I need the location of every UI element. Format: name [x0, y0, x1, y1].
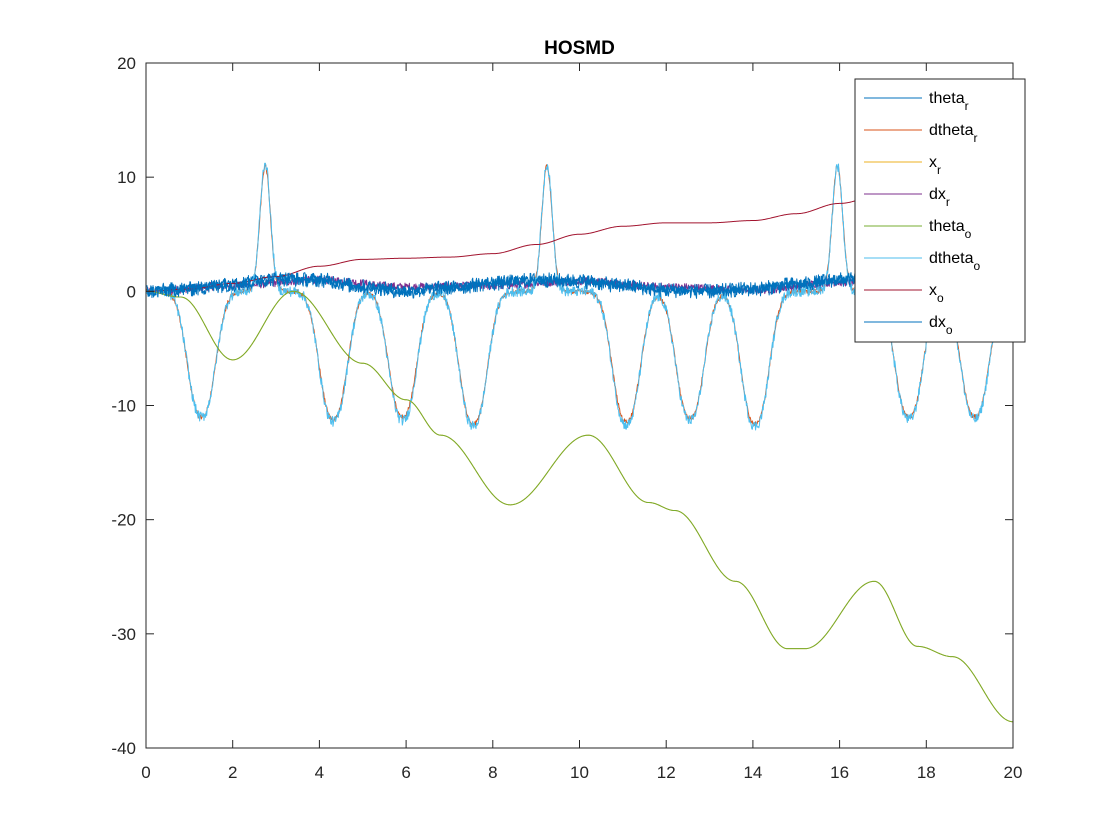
y-tick-label: 0: [127, 282, 136, 301]
legend-label-subscript: o: [946, 323, 953, 337]
y-tick-label: -40: [111, 739, 136, 758]
legend-label-dx_o: dxo: [929, 314, 953, 337]
y-tick-label: 10: [117, 168, 136, 187]
x-tick-label: 18: [917, 763, 936, 782]
legend-label-subscript: r: [937, 163, 941, 177]
legend-label-subscript: o: [965, 227, 972, 241]
y-tick-label: -30: [111, 625, 136, 644]
legend-label-subscript: r: [965, 99, 969, 113]
x-tick-label: 8: [488, 763, 497, 782]
legend-label-x_o: xo: [929, 282, 944, 305]
x-tick-label: 2: [228, 763, 237, 782]
legend-label-x_r: xr: [929, 154, 941, 177]
legend-label-theta_r: thetar: [929, 90, 969, 113]
x-tick-label: 16: [830, 763, 849, 782]
x-tick-label: 0: [141, 763, 150, 782]
chart-title: HOSMD: [544, 38, 615, 59]
legend-label-subscript: r: [946, 195, 950, 209]
legend-label-main: dtheta: [929, 122, 974, 139]
legend-label-main: dx: [929, 186, 946, 203]
legend-label-main: dtheta: [929, 250, 974, 267]
y-tick-label: -20: [111, 511, 136, 530]
x-tick-label: 12: [657, 763, 676, 782]
legend-label-main: x: [929, 282, 937, 299]
y-tick-label: -10: [111, 397, 136, 416]
ticks-layer: 0 2 4 6 8 10 12 14 16 18 20 -40 -30 -20 -10 0 10 20: [111, 54, 1022, 782]
legend-label-main: dx: [929, 314, 946, 331]
legend-label-main: theta: [929, 90, 965, 107]
legend-label-main: x: [929, 154, 937, 171]
legend-label-main: theta: [929, 218, 965, 235]
legend-label-dtheta_o: dthetao: [929, 250, 980, 273]
legend-label-theta_o: thetao: [929, 218, 972, 241]
legend-box: [854, 78, 1026, 343]
x-tick-label: 20: [1004, 763, 1023, 782]
legend-label-subscript: o: [937, 291, 944, 305]
y-tick-label: 20: [117, 54, 136, 73]
x-tick-label: 14: [743, 763, 762, 782]
legend-label-dx_r: dxr: [929, 186, 950, 209]
x-tick-label: 10: [570, 763, 589, 782]
series-line-theta_o: [145, 290, 1014, 723]
x-tick-label: 4: [315, 763, 324, 782]
legend-label-subscript: r: [973, 131, 977, 145]
legend-label-dtheta_r: dthetar: [929, 122, 977, 145]
x-tick-label: 6: [401, 763, 410, 782]
legend-label-subscript: o: [973, 259, 980, 273]
